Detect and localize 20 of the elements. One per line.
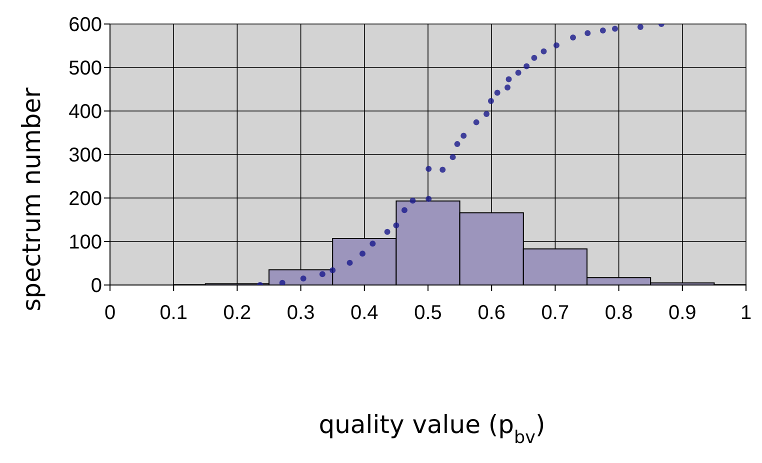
x-axis-title: quality value (p$_{bv}$): [318, 410, 546, 448]
x-tick-label: 0.8: [604, 302, 633, 324]
x-tick-label: 0.4: [350, 302, 378, 324]
x-tick-label: 0: [104, 302, 116, 324]
x-tick-label: 0.3: [286, 302, 315, 324]
y-tick-label: 200: [68, 188, 102, 210]
x-tick-label: 0.9: [668, 302, 696, 324]
x-tick-label: 1: [740, 302, 752, 324]
x-tick-label: 0.2: [223, 302, 252, 324]
x-tick-label: 0.6: [478, 302, 506, 324]
y-tick-label: 0: [90, 275, 102, 298]
y-axis-title: spectrum number: [17, 86, 46, 312]
y-tick-label: 600: [68, 14, 102, 36]
y-tick-label: 300: [68, 144, 102, 167]
y-tick-label: 500: [68, 58, 102, 80]
x-tick-label: 0.7: [541, 302, 570, 324]
y-tick-label: 100: [68, 232, 102, 254]
y-tick-label: 400: [68, 101, 102, 124]
x-tick-label: 0.1: [160, 302, 188, 324]
x-tick-label: 0.5: [414, 302, 442, 324]
